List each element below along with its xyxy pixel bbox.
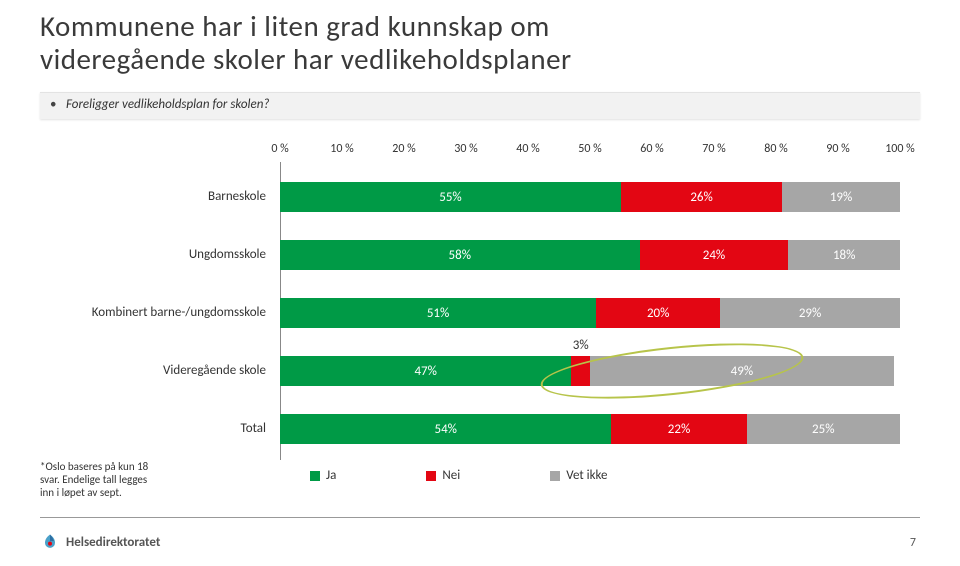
bar-value: 49% — [731, 364, 753, 379]
bar-segment: 58% — [280, 240, 640, 270]
category-label: Total — [40, 422, 266, 436]
question-text: Foreligger vedlikeholdsplan for skolen? — [66, 97, 269, 112]
logo-icon — [40, 532, 60, 552]
bar-value: 29% — [799, 306, 821, 321]
note-line2: svar. Endelige tall legges — [40, 473, 147, 486]
bar-value: 51% — [427, 306, 449, 321]
legend-swatch — [550, 471, 560, 481]
legend-label: Ja — [326, 468, 336, 483]
table-row: Videregående skole47%3%49% — [280, 342, 900, 400]
category-label: Videregående skole — [40, 364, 266, 378]
bullet: • — [50, 97, 56, 112]
bar-segment: 20% — [596, 298, 720, 328]
bar-segment: 51% — [280, 298, 596, 328]
legend-item: Nei — [426, 468, 460, 483]
org-logo: Helsedirektoratet — [40, 532, 160, 552]
legend-item: Vet ikke — [550, 468, 607, 483]
bar-segment: 55% — [280, 182, 621, 212]
x-axis-ticks: 0 %10 %20 %30 %40 %50 %60 %70 %80 %90 %1… — [280, 140, 900, 160]
stacked-bar: 54% 22% 25% — [280, 414, 900, 444]
title-line1: Kommunene har i liten grad kunnskap om — [40, 8, 550, 44]
bar-value: 24% — [703, 248, 725, 263]
bar-value: 20% — [647, 306, 669, 321]
bar-value: 19% — [830, 190, 852, 205]
table-row: Ungdomsskole58%24%18% — [280, 226, 900, 284]
x-tick: 0 % — [271, 142, 288, 156]
page-number: 7 — [910, 536, 916, 550]
note-line1: *Oslo baseres på kun 18 — [40, 460, 148, 473]
x-tick: 80 % — [764, 142, 787, 156]
bar-segment: 29% — [720, 298, 900, 328]
org-name: Helsedirektoratet — [66, 535, 160, 550]
table-row: Barneskole55%26%19% — [280, 168, 900, 226]
x-tick: 50 % — [578, 142, 601, 156]
bar-value: 47% — [414, 364, 436, 379]
x-tick: 60 % — [640, 142, 663, 156]
bar-value: 54% — [435, 422, 457, 437]
bar-segment: 47% — [280, 356, 571, 386]
legend-item: Ja — [310, 468, 336, 483]
series-legend: Ja Nei Vet ikke — [310, 468, 710, 483]
legend-swatch — [426, 471, 436, 481]
bar-value: 18% — [833, 248, 855, 263]
stacked-bar: 47% 3% 49% — [280, 356, 900, 386]
stacked-bar: 51% 20% 29% — [280, 298, 900, 328]
table-row: Kombinert barne-/ungdomsskole51%20%29% — [280, 284, 900, 342]
bar-value: 55% — [439, 190, 461, 205]
title-line2: videregående skoler har vedlikeholdsplan… — [40, 41, 572, 77]
bar-segment: 24% — [640, 240, 789, 270]
bar-value: 26% — [690, 190, 712, 205]
bar-segment: 18% — [788, 240, 900, 270]
footnote: *Oslo baseres på kun 18 svar. Endelige t… — [40, 460, 220, 500]
legend-swatch — [310, 471, 320, 481]
x-tick: 70 % — [702, 142, 725, 156]
legend-label: Vet ikke — [566, 468, 607, 483]
category-label: Barneskole — [40, 190, 266, 204]
bar-segment: 3% — [571, 356, 590, 386]
x-tick: 20 % — [392, 142, 415, 156]
category-label: Kombinert barne-/ungdomsskole — [40, 306, 266, 320]
bars-container: Barneskole55%26%19%Ungdomsskole58%24%18%… — [280, 168, 900, 458]
table-row: Total54%22%25% — [280, 400, 900, 458]
x-tick: 100 % — [885, 142, 915, 156]
stacked-bar: 58% 24% 18% — [280, 240, 900, 270]
x-tick: 10 % — [330, 142, 353, 156]
bar-segment: 26% — [621, 182, 782, 212]
footer-rule — [40, 517, 920, 518]
bar-segment: 49% — [590, 356, 894, 386]
x-tick: 40 % — [516, 142, 539, 156]
bar-segment: 22% — [611, 414, 746, 444]
category-label: Ungdomsskole — [40, 248, 266, 262]
bar-value: 58% — [449, 248, 471, 263]
note-line3: inn i løpet av sept. — [40, 486, 122, 499]
legend-label: Nei — [442, 468, 460, 483]
question-bar: • Foreligger vedlikeholdsplan for skolen… — [40, 92, 920, 119]
bar-segment: 54% — [280, 414, 611, 444]
x-tick: 90 % — [826, 142, 849, 156]
bar-value: 25% — [812, 422, 834, 437]
bar-value: 22% — [668, 422, 690, 437]
bar-segment: 19% — [782, 182, 900, 212]
stacked-bar: 55% 26% 19% — [280, 182, 900, 212]
bar-segment: 25% — [747, 414, 900, 444]
x-tick: 30 % — [454, 142, 477, 156]
stacked-bar-chart: 0 % 10 % 20 % 30 % 40 % 50 % 60 % 70 % 80 % 90 % 1… — [40, 140, 920, 480]
